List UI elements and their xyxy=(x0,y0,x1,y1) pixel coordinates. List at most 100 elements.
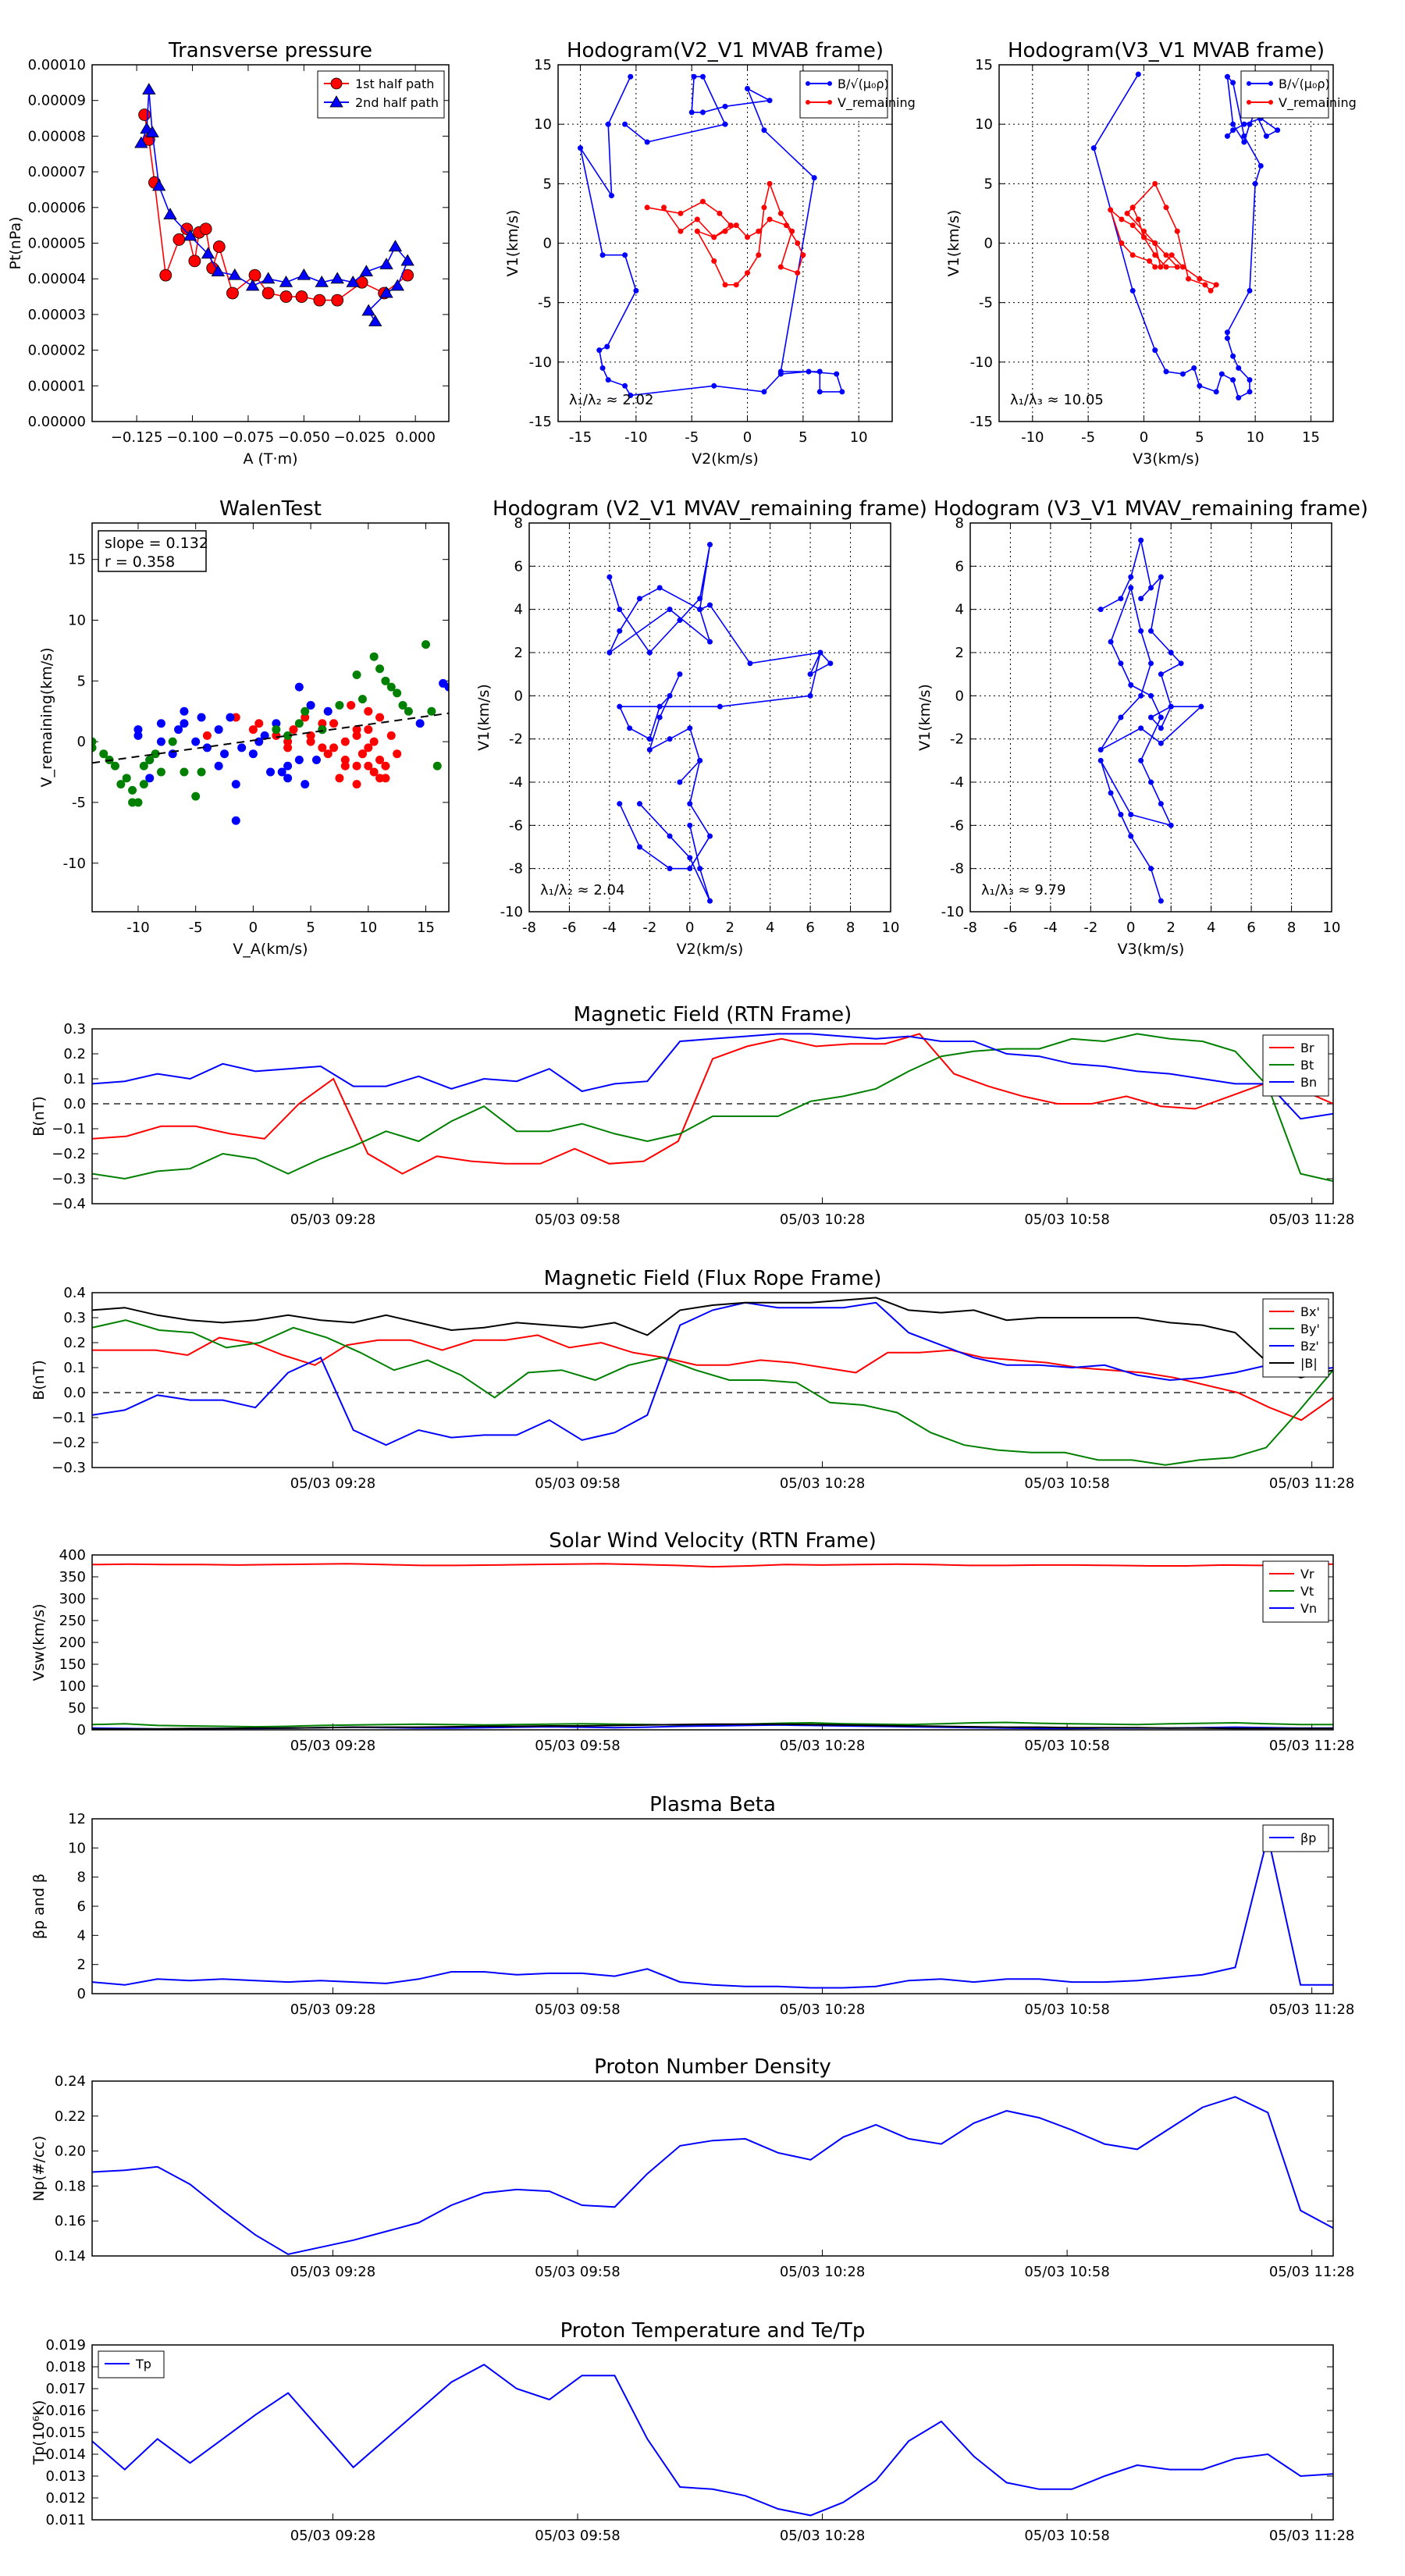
y-axis-label: V1(km/s) xyxy=(945,210,962,277)
data-point xyxy=(628,73,634,80)
panel-h2: Hodogram(V3_V1 MVAB frame) -15 -10 -5 0 5 10 15… xyxy=(945,39,1357,468)
y-tick-label: 6 xyxy=(77,1898,86,1915)
data-point xyxy=(1179,264,1186,270)
data-point xyxy=(439,678,448,688)
series-line xyxy=(638,803,711,902)
series-line xyxy=(1093,73,1279,399)
y-tick-label: 0.016 xyxy=(45,2403,86,2419)
y-tick-label: 0.013 xyxy=(45,2468,86,2485)
y-tick-label: 0.00008 xyxy=(28,128,86,144)
annotation-text: slope = 0.132 xyxy=(105,535,208,552)
data-point xyxy=(697,866,703,872)
data-point xyxy=(783,222,789,229)
y-tick-label: -2 xyxy=(509,731,523,748)
data-point xyxy=(667,736,673,742)
y-tick-label: 0.22 xyxy=(55,2108,86,2125)
annotation-text: λ₁/λ₂ ≈ 2.04 xyxy=(540,882,624,898)
x-axis-label: V2(km/s) xyxy=(677,941,744,958)
data-point xyxy=(1158,264,1164,270)
data-point xyxy=(1138,725,1144,731)
data-point xyxy=(323,706,333,716)
x-tick-label: −0.050 xyxy=(278,429,330,446)
data-point xyxy=(139,761,148,770)
data-point xyxy=(329,743,339,753)
data-point xyxy=(347,700,356,710)
y-tick-label: 150 xyxy=(59,1656,86,1673)
x-tick-label: 15 xyxy=(1302,429,1320,446)
y-tick-label: -8 xyxy=(950,861,964,877)
data-point xyxy=(722,282,728,288)
x-tick-label: −0.100 xyxy=(166,429,219,446)
data-point xyxy=(636,596,642,602)
data-point xyxy=(214,725,223,735)
series-line xyxy=(92,1033,1333,1183)
x-tick-label: 05/03 09:58 xyxy=(535,1212,620,1228)
data-point xyxy=(220,749,229,759)
data-point xyxy=(245,279,260,291)
data-point xyxy=(1158,574,1164,580)
y-tick-label: −0.4 xyxy=(52,1196,86,1212)
data-point xyxy=(1202,282,1208,288)
x-tick-label: 4 xyxy=(766,920,774,936)
data-point xyxy=(722,121,728,127)
legend-marker xyxy=(329,95,343,108)
data-point xyxy=(606,649,613,656)
y-tick-label: 15 xyxy=(534,57,552,73)
data-point xyxy=(1186,276,1192,282)
data-point xyxy=(283,737,293,746)
data-point xyxy=(283,743,293,753)
x-tick-label: 05/03 09:28 xyxy=(290,1475,375,1492)
y-tick-label: 6 xyxy=(955,558,964,575)
series-group xyxy=(92,1297,1333,1466)
data-point xyxy=(827,660,834,667)
data-point xyxy=(279,275,293,287)
data-point xyxy=(745,270,751,276)
data-point xyxy=(1168,822,1174,828)
data-point xyxy=(777,264,784,270)
data-point xyxy=(677,671,683,678)
x-tick-label: -8 xyxy=(963,920,977,936)
y-tick-label: −0.1 xyxy=(52,1121,86,1137)
data-point xyxy=(1247,389,1253,395)
legend-marker xyxy=(827,100,832,105)
annotation-text: λ₁/λ₃ ≈ 9.79 xyxy=(981,882,1065,898)
data-point xyxy=(375,664,385,674)
data-point xyxy=(1128,585,1134,591)
data-point xyxy=(180,706,189,716)
data-point xyxy=(369,767,379,777)
panel-ts2: Magnetic Field (Flux Rope Frame) −0.3 −0.2… xyxy=(30,1267,1354,1492)
data-point xyxy=(717,210,723,216)
data-point xyxy=(1135,216,1141,222)
x-tick-label: 6 xyxy=(806,920,814,936)
y-tick-label: -6 xyxy=(950,817,964,834)
data-point xyxy=(717,703,723,710)
panel-ts4: Plasma Beta 0 2 4 6 8 10 12 05/03 09:28 05/03 09:… xyxy=(30,1793,1354,2018)
data-point xyxy=(128,798,137,807)
series-line xyxy=(92,1319,1333,1466)
data-point xyxy=(688,109,695,116)
data-point xyxy=(767,180,773,187)
data-point xyxy=(379,258,393,269)
data-point xyxy=(1138,757,1144,763)
data-point xyxy=(289,725,298,735)
data-point xyxy=(767,98,773,104)
x-tick-label: 5 xyxy=(799,429,807,446)
y-tick-label: -4 xyxy=(950,774,964,791)
data-point xyxy=(711,234,717,240)
data-point xyxy=(817,649,823,656)
data-point xyxy=(1236,395,1242,401)
y-tick-label: -10 xyxy=(500,904,523,920)
data-point xyxy=(393,688,402,698)
data-point xyxy=(318,743,327,753)
data-point xyxy=(294,755,304,764)
chart-title: Magnetic Field (RTN Frame) xyxy=(574,1003,852,1026)
data-point xyxy=(1128,682,1134,688)
y-tick-label: 0.3 xyxy=(63,1310,86,1326)
data-point xyxy=(272,731,281,740)
data-point xyxy=(1138,596,1144,602)
y-tick-label: −0.3 xyxy=(52,1460,86,1476)
series-line xyxy=(579,76,843,397)
data-point xyxy=(381,761,390,770)
data-point xyxy=(1179,371,1186,377)
data-point xyxy=(231,780,240,789)
